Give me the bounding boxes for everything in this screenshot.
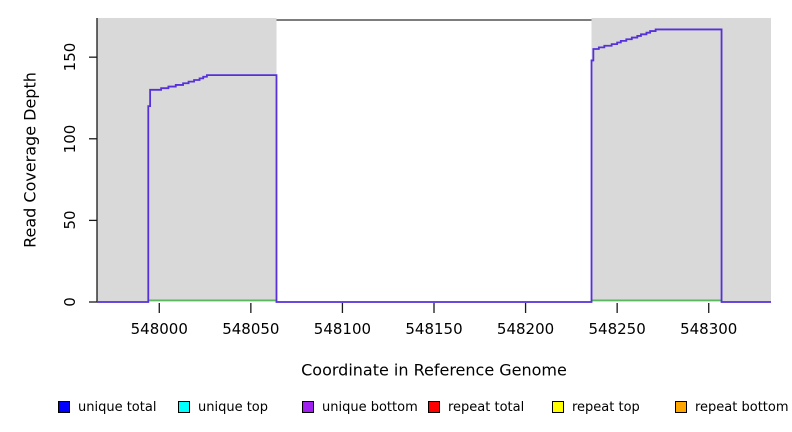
legend-swatch-icon — [552, 401, 564, 413]
legend-item-repeat-bottom: repeat bottom — [675, 397, 789, 417]
right-shaded-block — [591, 18, 771, 302]
legend-label: repeat total — [448, 399, 525, 415]
left-shaded-block — [97, 18, 277, 302]
legend-item-repeat-top: repeat top — [552, 397, 640, 417]
legend-swatch-icon — [302, 401, 314, 413]
plot-legend: unique total unique top unique bottom repea… — [0, 397, 792, 419]
y-tick-label: 50 — [61, 210, 79, 230]
x-tick-label: 548150 — [405, 320, 463, 338]
y-tick-label: 0 — [61, 297, 79, 307]
x-tick-label: 548200 — [496, 320, 555, 338]
coverage-step-line — [97, 28, 771, 303]
x-tick-label: 548050 — [222, 320, 280, 338]
legend-swatch-icon — [58, 401, 70, 413]
legend-label: unique top — [198, 399, 269, 415]
x-axis-title: Coordinate in Reference Genome — [301, 360, 567, 380]
legend-swatch-icon — [178, 401, 190, 413]
legend-label: repeat top — [572, 399, 640, 415]
legend-item-unique-top: unique top — [178, 397, 268, 417]
legend-item-repeat-total: repeat total — [428, 397, 524, 417]
legend-item-unique-total: unique total — [58, 397, 156, 417]
x-tick-label: 548300 — [680, 320, 738, 338]
y-tick-label: 150 — [61, 42, 79, 72]
y-axis-title: Read Coverage Depth — [20, 72, 40, 248]
legend-label: unique bottom — [322, 399, 418, 415]
x-tick-label: 548250 — [588, 320, 646, 338]
legend-item-unique-bottom: unique bottom — [302, 397, 418, 417]
x-tick-label: 548000 — [130, 320, 188, 338]
legend-label: unique total — [78, 399, 157, 415]
y-tick-label: 100 — [61, 124, 79, 154]
legend-label: repeat bottom — [695, 399, 789, 415]
x-tick-label: 548100 — [313, 320, 372, 338]
legend-swatch-icon — [428, 401, 440, 413]
legend-swatch-icon — [675, 401, 687, 413]
